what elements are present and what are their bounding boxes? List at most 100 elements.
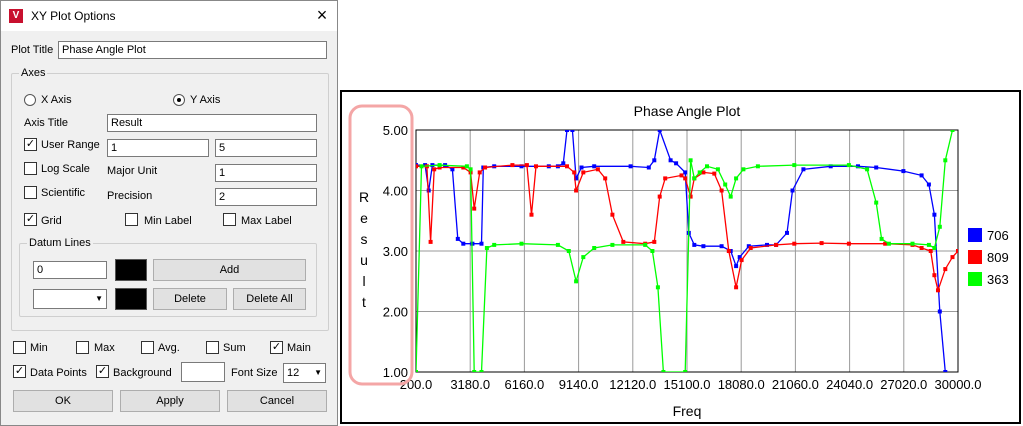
data-point: [529, 212, 534, 217]
data-point: [726, 249, 731, 253]
data-point: [765, 242, 769, 247]
datum-value-input[interactable]: 0: [33, 261, 107, 279]
grid-checkbox[interactable]: ✓: [24, 213, 37, 226]
data-point: [919, 246, 924, 250]
phase-angle-chart: Phase Angle Plot 1.002.003.004.005.00 20…: [348, 103, 1009, 419]
add-datum-button[interactable]: Add: [153, 259, 306, 281]
data-point: [479, 241, 484, 246]
max-label-checkbox[interactable]: [223, 213, 236, 226]
data-point: [701, 170, 706, 175]
min-label-label: Min Label: [144, 215, 192, 227]
data-point: [692, 176, 697, 181]
precision-input[interactable]: 2: [215, 188, 317, 206]
precision-label: Precision: [107, 190, 153, 202]
data-point: [655, 285, 660, 290]
x-tick-label: 9140.0: [559, 377, 599, 392]
min-checkbox[interactable]: [13, 341, 26, 354]
data-points-checkbox[interactable]: ✓: [13, 365, 26, 378]
x-tick-label: 3180.0: [450, 377, 490, 392]
avg-checkbox[interactable]: [141, 341, 154, 354]
delete-all-datum-button[interactable]: Delete All: [233, 288, 306, 310]
data-point: [581, 170, 586, 175]
y-axis-label: Y Axis: [190, 94, 221, 106]
data-point: [910, 241, 915, 246]
data-point: [936, 288, 940, 293]
x-axis-radio[interactable]: [24, 94, 36, 106]
data-point: [428, 239, 433, 244]
main-checkbox[interactable]: ✓: [270, 341, 283, 354]
data-point: [792, 163, 797, 168]
data-point: [570, 130, 575, 132]
data-point: [943, 370, 948, 372]
data-point: [566, 249, 571, 253]
data-point: [688, 194, 693, 199]
y-tick-label: 1.00: [383, 365, 408, 380]
data-point: [874, 165, 879, 170]
data-point: [692, 242, 697, 247]
background-label: Background: [113, 367, 172, 379]
data-point: [574, 279, 579, 284]
font-size-label: Font Size: [231, 367, 278, 379]
delete-datum-button[interactable]: Delete: [153, 288, 227, 310]
x-tick-label: 6160.0: [505, 377, 545, 392]
background-checkbox[interactable]: ✓: [96, 365, 109, 378]
close-icon[interactable]: ×: [316, 5, 328, 25]
data-point: [461, 241, 466, 246]
cancel-button[interactable]: Cancel: [227, 390, 327, 412]
user-range-checkbox[interactable]: ✓: [24, 138, 37, 151]
data-point: [683, 176, 688, 181]
font-size-select[interactable]: 12 ▼: [283, 363, 326, 383]
data-point: [484, 246, 489, 250]
data-point: [937, 224, 942, 229]
data-point: [943, 158, 948, 163]
apply-button[interactable]: Apply: [120, 390, 220, 412]
data-point: [879, 236, 884, 241]
data-point: [715, 167, 720, 172]
min-label-checkbox[interactable]: [125, 213, 138, 226]
datum-color-swatch[interactable]: [115, 259, 147, 281]
x-tick-label: 24040.0: [826, 377, 873, 392]
y-tick-label: 3.00: [383, 244, 408, 259]
major-unit-label: Major Unit: [107, 165, 158, 177]
data-point: [865, 167, 870, 172]
data-point: [461, 165, 466, 170]
y-axis-radio[interactable]: [173, 94, 185, 106]
data-point: [657, 130, 662, 132]
legend-label: 706: [987, 228, 1009, 243]
datum-color-swatch-2[interactable]: [115, 288, 147, 310]
background-color-field[interactable]: [181, 362, 225, 382]
legend-swatch: [968, 228, 982, 242]
legend-swatch: [968, 250, 982, 264]
x-tick-labels: 200.0 3180.0 6160.0 9140.0 12120.0 15100.0 180…: [400, 377, 982, 392]
data-point: [712, 171, 717, 176]
data-point: [492, 242, 497, 247]
x-tick-label: 30000.0: [935, 377, 982, 392]
max-checkbox[interactable]: [76, 341, 89, 354]
data-point: [937, 309, 942, 314]
data-point: [792, 241, 797, 246]
range-max-input[interactable]: 5: [215, 139, 317, 157]
datum-dropdown[interactable]: ▼: [33, 289, 107, 309]
data-point: [819, 241, 824, 246]
range-min-input[interactable]: 1: [107, 139, 209, 157]
x-tick-label: 21060.0: [772, 377, 819, 392]
y-axis-title-letter: e: [360, 210, 368, 226]
data-point: [565, 130, 569, 132]
ok-button[interactable]: OK: [13, 390, 113, 412]
sum-checkbox[interactable]: [206, 341, 219, 354]
data-point: [728, 194, 733, 199]
major-unit-input[interactable]: 1: [215, 164, 317, 182]
data-point: [663, 176, 668, 181]
axis-title-input[interactable]: Result: [107, 114, 317, 132]
axes-group: [11, 73, 329, 331]
data-point: [643, 242, 648, 247]
data-point: [572, 170, 577, 175]
log-scale-checkbox[interactable]: [24, 162, 37, 175]
scientific-checkbox[interactable]: [24, 186, 37, 199]
data-point: [610, 212, 615, 217]
data-point: [668, 158, 673, 163]
data-point: [574, 176, 579, 181]
data-point: [472, 206, 477, 211]
x-tick-label: 15100.0: [664, 377, 711, 392]
plot-title-input[interactable]: Phase Angle Plot: [58, 41, 327, 59]
